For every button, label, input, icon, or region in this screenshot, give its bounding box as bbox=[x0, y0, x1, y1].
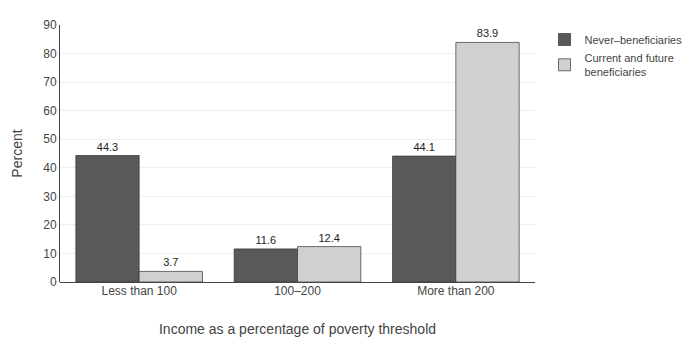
svg-text:50: 50 bbox=[43, 132, 57, 146]
svg-text:100–200: 100–200 bbox=[274, 284, 321, 298]
svg-text:44.1: 44.1 bbox=[413, 141, 434, 153]
svg-text:80: 80 bbox=[43, 47, 57, 61]
svg-text:40: 40 bbox=[43, 161, 57, 175]
svg-text:60: 60 bbox=[43, 104, 57, 118]
svg-text:83.9: 83.9 bbox=[477, 27, 498, 39]
svg-text:Income as a percentage of pove: Income as a percentage of poverty thresh… bbox=[159, 321, 436, 337]
svg-text:12.4: 12.4 bbox=[318, 232, 339, 244]
svg-text:11.6: 11.6 bbox=[256, 234, 277, 246]
svg-text:Percent: Percent bbox=[9, 129, 25, 177]
svg-text:44.3: 44.3 bbox=[97, 141, 118, 153]
svg-text:90: 90 bbox=[43, 18, 57, 32]
svg-text:Less than 100: Less than 100 bbox=[101, 284, 177, 298]
svg-text:20: 20 bbox=[43, 218, 57, 232]
svg-text:More than 200: More than 200 bbox=[417, 284, 495, 298]
svg-text:Current and futurebeneficiarie: Current and futurebeneficiaries bbox=[585, 52, 674, 78]
svg-text:10: 10 bbox=[43, 247, 57, 261]
svg-text:70: 70 bbox=[43, 75, 57, 89]
svg-text:3.7: 3.7 bbox=[163, 256, 178, 268]
svg-text:Never–beneficiaries: Never–beneficiaries bbox=[585, 34, 683, 46]
svg-text:0: 0 bbox=[50, 275, 57, 289]
svg-text:30: 30 bbox=[43, 190, 57, 204]
